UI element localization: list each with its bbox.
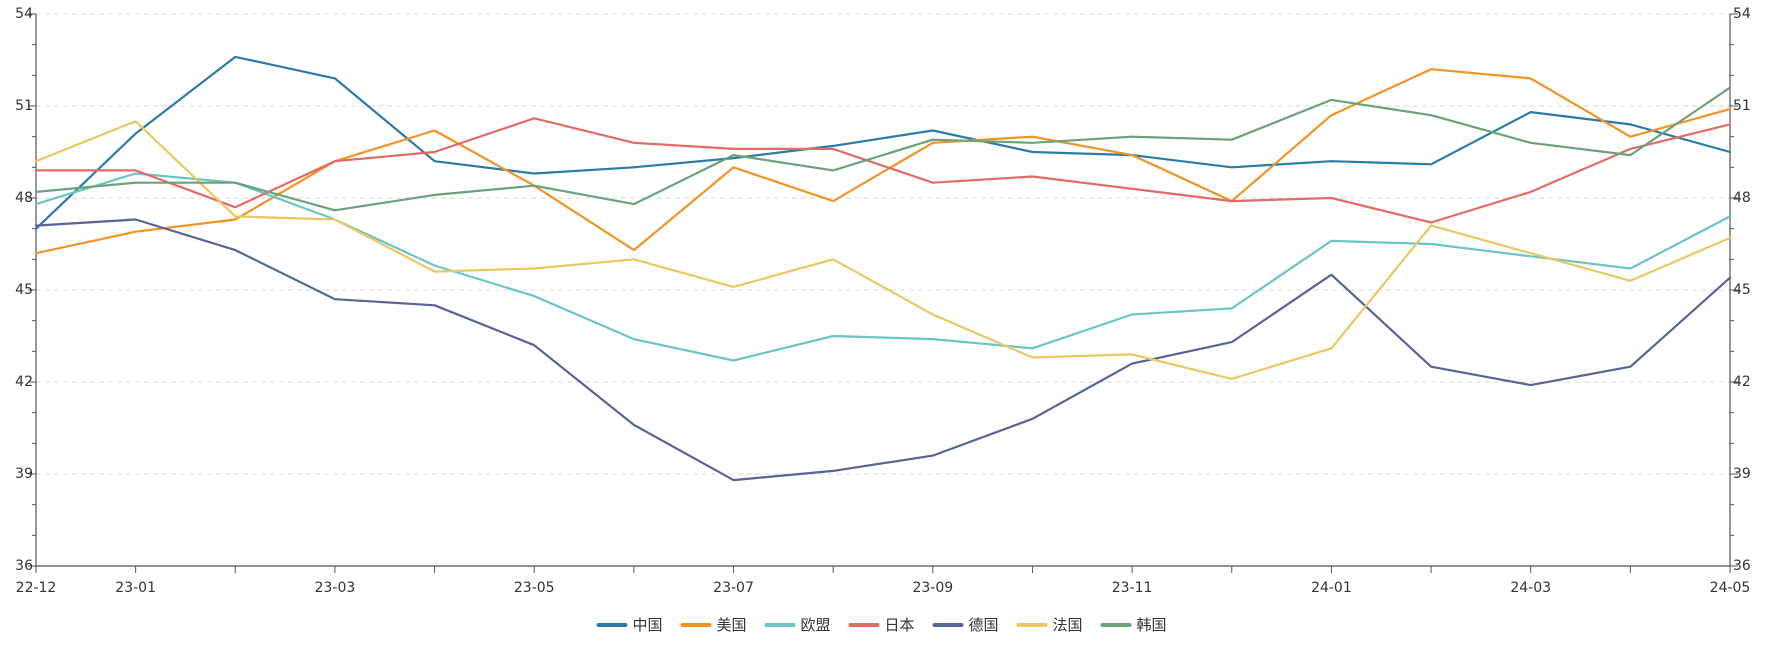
x-tick-label: 22-12 bbox=[16, 580, 57, 596]
legend-label: 法国 bbox=[1053, 616, 1083, 634]
legend-label: 日本 bbox=[885, 616, 915, 634]
left-y-tick-label: 54 bbox=[15, 6, 33, 22]
grid-lines bbox=[36, 13, 1730, 475]
left-y-tick-label: 51 bbox=[15, 98, 33, 114]
x-tick-label: 24-05 bbox=[1710, 580, 1751, 596]
series-line-3 bbox=[34, 172, 1732, 362]
series-line-7 bbox=[34, 86, 1732, 212]
legend-label: 欧盟 bbox=[801, 616, 831, 634]
x-tick-label: 23-11 bbox=[1112, 580, 1153, 596]
x-tick-label: 23-07 bbox=[713, 580, 754, 596]
legend-item[interactable]: 中国 bbox=[596, 616, 663, 634]
legend-item[interactable]: 德国 bbox=[932, 616, 999, 634]
x-tick-label: 23-03 bbox=[315, 580, 356, 596]
series-line-4 bbox=[34, 117, 1732, 224]
right-y-tick-label: 36 bbox=[1733, 558, 1751, 574]
series-line-2 bbox=[34, 68, 1732, 255]
x-tick-label: 23-09 bbox=[912, 580, 953, 596]
left-y-tick-label: 39 bbox=[15, 466, 33, 482]
series-line-6 bbox=[34, 120, 1732, 380]
legend-item[interactable]: 法国 bbox=[1016, 616, 1083, 634]
series-lines bbox=[34, 55, 1732, 482]
x-tick-label: 23-05 bbox=[514, 580, 555, 596]
x-tick-label: 24-03 bbox=[1510, 580, 1551, 596]
left-y-tick-label: 42 bbox=[15, 374, 33, 390]
legend-item[interactable]: 欧盟 bbox=[764, 616, 831, 634]
series-line-1 bbox=[34, 55, 1732, 230]
legend: 中国 美国 欧盟 日本 德国 法国 韩国 bbox=[596, 616, 1167, 634]
legend-label: 德国 bbox=[969, 616, 999, 634]
right-y-tick-label: 42 bbox=[1733, 374, 1751, 390]
right-y-tick-label: 51 bbox=[1733, 98, 1751, 114]
axes: 36 36 39 39 42 42 45 45 48 48 51 51 54 54 22-12 23-01 23… bbox=[15, 6, 1751, 596]
right-y-tick-label: 48 bbox=[1733, 190, 1751, 206]
legend-item[interactable]: 美国 bbox=[680, 616, 747, 634]
x-tick-label: 23-01 bbox=[115, 580, 156, 596]
right-y-tick-label: 45 bbox=[1733, 282, 1751, 298]
legend-label: 韩国 bbox=[1137, 616, 1167, 634]
series-line-5 bbox=[34, 218, 1732, 482]
right-y-tick-label: 54 bbox=[1733, 6, 1751, 22]
left-y-tick-label: 45 bbox=[15, 282, 33, 298]
legend-label: 美国 bbox=[717, 616, 747, 634]
left-y-tick-label: 36 bbox=[15, 558, 33, 574]
legend-item[interactable]: 日本 bbox=[848, 616, 915, 634]
x-tick-label: 24-01 bbox=[1311, 580, 1352, 596]
legend-label: 中国 bbox=[633, 616, 663, 634]
legend-item[interactable]: 韩国 bbox=[1100, 616, 1167, 634]
left-y-tick-label: 48 bbox=[15, 190, 33, 206]
right-y-tick-label: 39 bbox=[1733, 466, 1751, 482]
